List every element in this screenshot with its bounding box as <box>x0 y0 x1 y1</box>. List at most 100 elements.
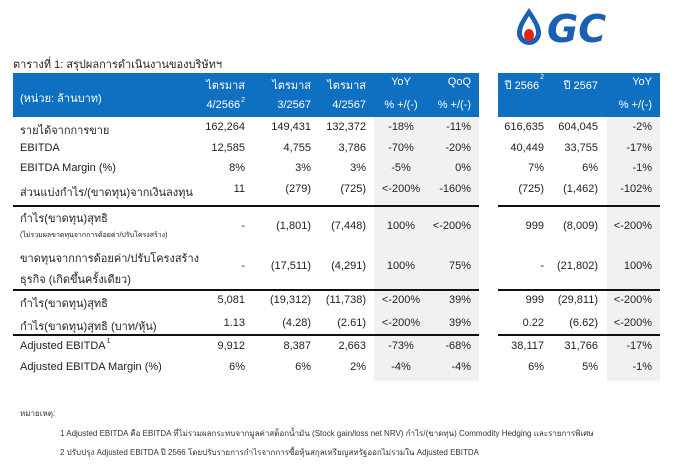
table-cell: 40,449 <box>510 142 544 154</box>
divider <box>498 289 660 291</box>
table-cell: (279) <box>285 183 311 195</box>
table-cell: (6.62) <box>569 317 598 329</box>
table-cell: 12,585 <box>211 142 245 154</box>
column-header-text: ปี 2566 <box>504 80 540 92</box>
column-subheader: % +/(-) <box>361 99 441 111</box>
row-label: ส่วนแบ่งกำไร/(ขาดทุน)จากเงินลงทุน <box>20 183 193 201</box>
table-cell: (8,009) <box>563 220 598 232</box>
table-cell: 100% <box>623 260 652 272</box>
table-cell: -68% <box>445 340 471 352</box>
row-label-text: Adjusted EBITDA Margin (%) <box>20 361 162 373</box>
unit-label: (หน่วย: ล้านบาท) <box>20 93 102 105</box>
table-cell: (29,811) <box>557 294 598 306</box>
table-title: ตารางที่ 1: สรุปผลการดำเนินงานของบริษัทฯ <box>13 59 223 71</box>
note-2: 2 ปรับปรุง Adjusted EBITDA ปี 2566 โดยปร… <box>60 448 479 457</box>
column-header: ไตรมาส <box>272 76 311 94</box>
row-label-text: กำไร(ขาดทุน)สุทธิ <box>20 213 108 225</box>
table-cell: 75% <box>448 260 471 272</box>
table-cell: <-200% <box>613 220 652 232</box>
column-header-text: ไตรมาส <box>206 80 245 92</box>
table-cell: -17% <box>626 340 652 352</box>
row-label: Adjusted EBITDA Margin (%) <box>20 361 162 373</box>
table-cell: 11 <box>233 183 245 195</box>
table-cell: -2% <box>632 121 652 133</box>
table-cell: -160% <box>439 183 471 195</box>
divider <box>13 334 479 336</box>
column-header-text: ไตรมาส <box>327 80 366 92</box>
table-cell: <-200% <box>381 317 421 329</box>
table-cell: 39% <box>448 317 471 329</box>
column-header: ปี 25662 <box>504 74 544 94</box>
table-cell: - <box>241 220 245 232</box>
table-cell: 6% <box>528 361 544 373</box>
table-cell: - <box>540 260 544 272</box>
table-header-right <box>498 73 660 117</box>
table-cell: - <box>241 260 245 272</box>
table-cell: -4% <box>391 361 411 373</box>
table-cell: -5% <box>391 162 411 174</box>
column-header-text: YoY <box>391 76 411 88</box>
table-cell: <-200% <box>613 317 652 329</box>
row-label: ขาดทุนจากการด้อยค่า/ปรับโครงสร้าง <box>20 249 199 267</box>
table-cell: 8% <box>229 162 245 174</box>
table-cell: 6% <box>582 162 598 174</box>
table-cell: 604,045 <box>558 121 598 133</box>
table-cell: (2.61) <box>337 317 366 329</box>
table-cell: 4,755 <box>283 142 311 154</box>
footnote-marker: 2 <box>540 74 544 81</box>
table-cell: -17% <box>626 142 652 154</box>
table-cell: -73% <box>388 340 414 352</box>
column-subheader: 4/2567 <box>332 99 366 111</box>
row-sublabel: (ไม่รวมผลขาดทุนจากการด้อยค่า/ปรับโครงสร้… <box>20 232 168 239</box>
table-cell: 100% <box>386 260 416 272</box>
column-header: YoY <box>361 76 441 88</box>
divider <box>498 334 660 336</box>
table-cell: -18% <box>388 121 414 133</box>
table-cell: (17,511) <box>270 260 311 272</box>
note-1: 1 Adjusted EBITDA คือ EBITDA ที่ไม่รวมผล… <box>60 429 594 438</box>
column-header: ไตรมาส <box>327 76 366 94</box>
table-cell: (1,801) <box>276 220 311 232</box>
shade-year-change <box>607 117 660 381</box>
column-header: ไตรมาส <box>206 76 245 94</box>
column-subheader-text: 3/2567 <box>277 99 311 111</box>
row-label-text: รายได้จากการขาย <box>20 125 110 137</box>
table-cell: 6% <box>229 361 245 373</box>
row-label: กำไร(ขาดทุน)สุทธิ <box>20 209 108 227</box>
table-cell: 38,117 <box>511 340 544 352</box>
notes-heading: หมายเหตุ: <box>20 409 56 418</box>
column-subheader-text: 4/2566 <box>206 99 241 111</box>
table-header-left <box>13 73 479 117</box>
row-label-text: กำไร(ขาดทุน)สุทธิ <box>20 298 108 310</box>
row-label: รายได้จากการขาย <box>20 121 109 139</box>
table-cell: (725) <box>340 183 366 195</box>
footnote-marker: 1 <box>106 338 111 345</box>
table-cell: (4,291) <box>331 260 366 272</box>
row-label: กำไร(ขาดทุน)สุทธิ <box>20 294 108 312</box>
table-cell: 33,755 <box>564 142 598 154</box>
table-cell: -102% <box>620 183 652 195</box>
column-subheader: % +/(-) <box>438 99 471 111</box>
table-cell: -4% <box>451 361 471 373</box>
table-cell: (1,462) <box>563 183 598 195</box>
table-cell: 5,081 <box>217 294 245 306</box>
table-cell: 39% <box>448 294 471 306</box>
table-cell: (7,448) <box>331 220 366 232</box>
column-subheader: 4/25662 <box>206 97 245 111</box>
table-cell: <-200% <box>613 294 652 306</box>
row-label-text: กำไร(ขาดทุน)สุทธิ (บาท/หุ้น) <box>20 321 157 333</box>
column-subheader-text: % +/(-) <box>618 99 652 111</box>
row-label-text: ขาดทุนจากการด้อยค่า/ปรับโครงสร้าง <box>20 253 200 265</box>
column-subheader-text: 4/2567 <box>332 99 366 111</box>
table-cell: (11,738) <box>325 294 366 306</box>
column-header-text: YoY <box>632 76 652 88</box>
row-label: กำไร(ขาดทุน)สุทธิ (บาท/หุ้น) <box>20 317 157 335</box>
table-cell: 31,766 <box>564 340 598 352</box>
column-header-text: QoQ <box>447 76 471 88</box>
table-cell: -1% <box>632 361 652 373</box>
column-header: QoQ <box>448 76 471 88</box>
table-cell: 149,431 <box>271 121 311 133</box>
column-subheader-text: % +/(-) <box>437 99 471 111</box>
column-header: ปี 2567 <box>563 76 598 94</box>
table-cell: <-200% <box>381 183 421 195</box>
